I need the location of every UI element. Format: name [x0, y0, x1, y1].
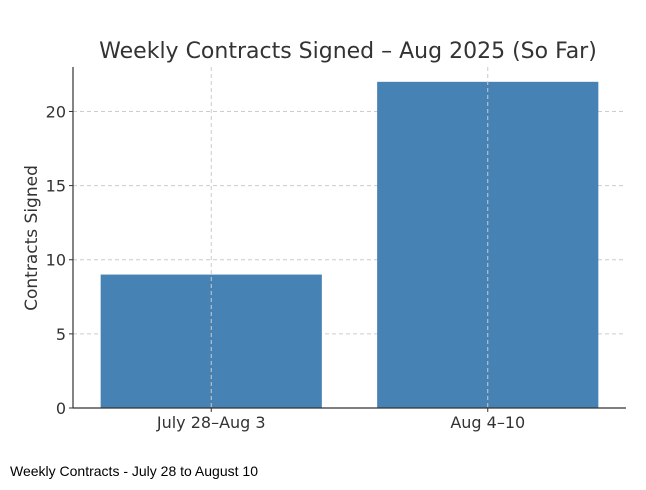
bar-chart: Weekly Contracts Signed – Aug 2025 (So F…: [22, 39, 626, 432]
x-ticks: July 28–Aug 3 Aug 4–10: [156, 408, 525, 432]
axes-group: [72, 67, 626, 409]
figure-caption: Weekly Contracts - July 28 to August 10: [10, 463, 258, 479]
chart-title: Weekly Contracts Signed – Aug 2025 (So F…: [99, 39, 597, 64]
y-tick-label: 10: [46, 251, 66, 270]
x-tick-label: July 28–Aug 3: [156, 413, 266, 432]
bars-group: [100, 67, 599, 409]
y-axis-label: Contracts Signed: [22, 165, 42, 311]
y-tick-label: 15: [46, 177, 66, 196]
x-tick-label: Aug 4–10: [450, 413, 525, 432]
y-tick-label: 0: [56, 399, 66, 418]
y-tick-label: 5: [56, 325, 66, 344]
y-ticks: 0 5 10 15 20: [46, 102, 73, 418]
y-tick-label: 20: [46, 102, 66, 121]
